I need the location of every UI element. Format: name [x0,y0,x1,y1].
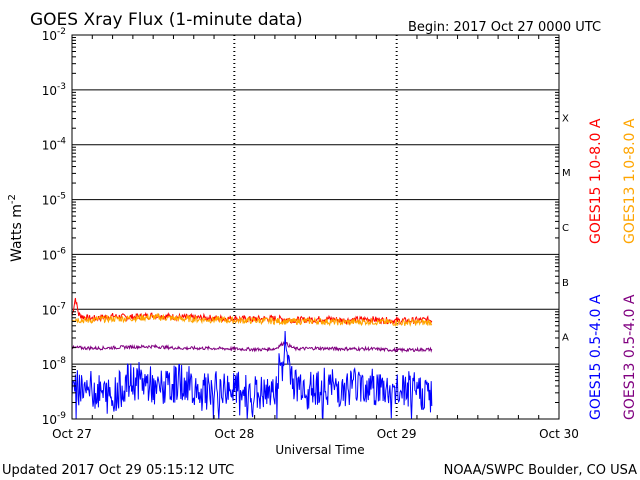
legend: GOES15 1.0-8.0 A GOES13 1.0-8.0 A GOES15 0… [588,118,638,420]
x-tick-label: Oct 28 [214,427,254,441]
legend-entry: GOES13 0.5-4.0 A [622,294,638,420]
y-tick-label: 10-8 [42,356,67,372]
y-axis-title: Watts m-2 [7,194,25,262]
y-tick-base: 10 [42,139,57,153]
y-tick-base: 10 [42,29,57,43]
series-line [71,312,433,327]
y-tick-exponent: -4 [57,137,66,147]
grid-layer [72,35,559,419]
y-tick-base: 10 [42,194,57,208]
series-line [71,330,433,420]
y-tick-label: 10-5 [42,192,66,208]
x-tick-label: Oct 30 [539,427,579,441]
begin-time: Begin: 2017 Oct 27 0000 UTC [408,20,601,35]
y-tick-base: 10 [42,303,57,317]
y-tick-exponent: -8 [57,356,66,366]
y-tick-label: 10-3 [42,82,66,98]
y-tick-exponent: -6 [57,246,66,256]
credit-text: NOAA/SWPC Boulder, CO USA [444,463,637,478]
x-axis-title: Universal Time [275,443,364,457]
chart-title: GOES Xray Flux (1-minute data) [30,10,303,30]
y-tick-base: 10 [42,413,57,427]
series-line [71,341,433,354]
x-tick-label: Oct 29 [377,427,417,441]
y-tick-exponent: -5 [57,192,66,202]
y-tick-label: 10-9 [42,411,67,427]
y-axis-title-exponent: -2 [7,194,18,204]
x-tick-label: Oct 27 [52,427,92,441]
legend-entry: GOES13 1.0-8.0 A [622,118,638,244]
y-tick-label: 10-4 [42,137,67,153]
plot-frame [71,34,560,420]
y-tick-exponent: -9 [57,411,66,421]
y-tick-exponent: -2 [57,27,66,37]
flare-class-label: B [562,278,569,289]
flare-class-label: X [562,113,569,124]
series-layer [71,297,433,420]
y-tick-label: 10-6 [42,246,67,262]
legend-entry: GOES15 0.5-4.0 A [588,294,604,420]
legend-entry: GOES15 1.0-8.0 A [588,118,604,244]
updated-timestamp: Updated 2017 Oct 29 05:15:12 UTC [2,463,234,478]
y-tick-base: 10 [42,358,57,372]
flare-class-label: C [562,223,569,234]
y-tick-base: 10 [42,248,57,262]
flare-class-label: A [562,333,569,344]
y-axis-title-main: Watts m [9,204,25,262]
flare-class-label: M [562,168,571,179]
y-tick-exponent: -3 [57,82,66,92]
y-tick-label: 10-7 [42,301,66,317]
y-tick-exponent: -7 [57,301,66,311]
y-tick-label: 10-2 [42,27,66,43]
y-tick-base: 10 [42,84,57,98]
